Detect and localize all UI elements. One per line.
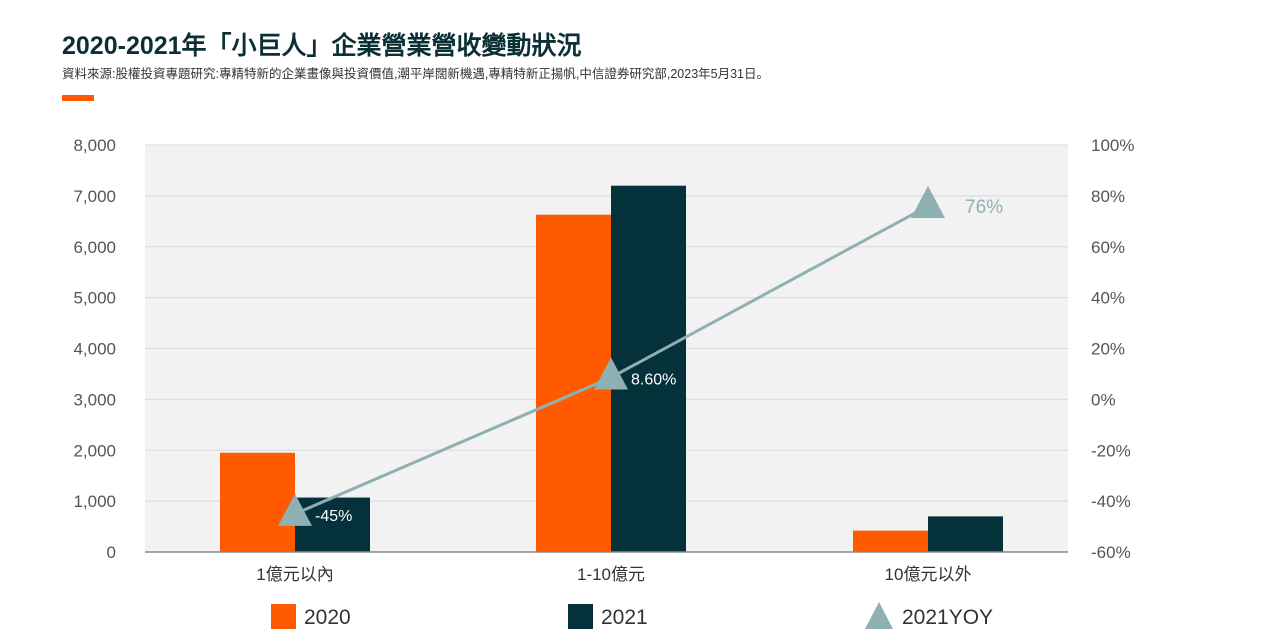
yoy-series: -45% 8.60% 76% [278,186,1003,526]
x-category-label: 10億元以外 [885,565,972,584]
yoy-marker [278,493,312,526]
yoy-marker [594,357,628,390]
y-right-tick-label: 20% [1091,340,1125,359]
legend-swatch [865,602,893,629]
y-left-tick-label: 1,000 [73,492,116,511]
chart-title: 2020-2021年「小巨人」企業營業營收變動狀況 [62,32,582,60]
title-accent-bar [62,95,94,101]
bar-2021 [611,185,686,552]
y-right-tick-label: 100% [1091,136,1134,155]
y-right-tick-label: -20% [1091,441,1131,460]
yoy-marker [911,186,945,219]
legend-swatch [271,604,296,629]
y-right-tick-label: 0% [1091,390,1116,409]
y-left-tick-label: 0 [107,543,116,562]
y-right-tick-label: 80% [1091,187,1125,206]
y-left-tick-label: 3,000 [73,390,116,409]
x-axis-categories: 1億元以內 1-10億元 10億元以外 [256,565,971,584]
y-left-tick-label: 2,000 [73,441,116,460]
y-left-tick-label: 6,000 [73,238,116,257]
y-right-tick-label: 60% [1091,238,1125,257]
legend-swatch [568,604,593,629]
y-left-tick-label: 8,000 [73,136,116,155]
legend: 2020 2021 2021YOY [271,602,993,629]
y-right-tick-label: 40% [1091,289,1125,308]
yoy-data-label: 8.60% [631,371,676,388]
legend-label: 2021YOY [902,606,993,629]
legend-label: 2021 [601,606,648,629]
y-right-tick-label: -40% [1091,492,1131,511]
y-left-tick-label: 4,000 [73,340,116,359]
y-axis-left: 0 1,000 2,000 3,000 4,000 5,000 6,000 7,000 8,00… [73,136,116,562]
y-axis-right: -60% -40% -20% 0% 20% 40% 60% 80% 100% [1091,136,1134,562]
yoy-data-label: 76% [965,197,1003,218]
y-left-tick-label: 5,000 [73,289,116,308]
bar-2020 [220,452,295,552]
x-category-label: 1-10億元 [577,565,645,584]
bar-2020 [853,530,928,552]
y-right-tick-label: -60% [1091,543,1131,562]
y-left-tick-label: 7,000 [73,187,116,206]
x-category-label: 1億元以內 [256,565,333,584]
chart-source: 資料來源:股權投資專題研究:專精特新的企業畫像與投資價值,潮平岸闊新機遇,專精特… [62,67,770,81]
legend-label: 2020 [304,606,351,629]
bar-2021 [928,516,1003,552]
yoy-data-label: -45% [315,508,352,525]
